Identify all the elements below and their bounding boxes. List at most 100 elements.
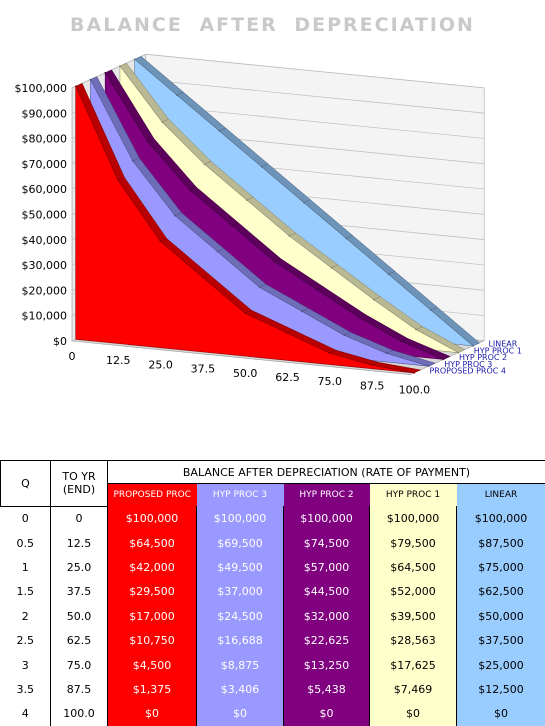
q-cell: 1 — [1, 555, 51, 579]
data-point — [388, 273, 390, 275]
data-point — [373, 299, 375, 301]
y-tick-label: $0 — [53, 335, 67, 348]
x-tick-label: 12.5 — [106, 354, 131, 367]
q-cell: 2.5 — [1, 628, 51, 652]
data-point — [217, 251, 219, 253]
data-point — [147, 141, 149, 143]
balance-cell: $5,438 — [284, 677, 370, 701]
data-point — [134, 59, 136, 61]
data-point — [218, 130, 220, 132]
balance-cell: $24,500 — [197, 604, 284, 628]
y-tick-label: $90,000 — [22, 107, 68, 120]
data-point — [117, 180, 119, 182]
data-point — [174, 215, 176, 217]
y-tick-label: $60,000 — [22, 183, 68, 196]
y-tick-label: $40,000 — [22, 234, 68, 247]
data-point — [274, 261, 276, 263]
balance-cell: $100,000 — [284, 506, 370, 531]
balance-cell: $37,500 — [457, 628, 545, 652]
y-tick-label: $100,000 — [15, 82, 68, 95]
y-tick-label: $50,000 — [22, 209, 68, 222]
data-point — [261, 166, 263, 168]
data-point — [358, 317, 360, 319]
balance-cell: $1,375 — [108, 677, 197, 701]
x-tick-label: 100.0 — [399, 384, 431, 397]
x-tick-label: 37.5 — [191, 363, 216, 376]
balance-cell: $28,563 — [370, 628, 457, 652]
balance-cell: $0 — [370, 702, 457, 726]
data-point — [159, 241, 161, 243]
balance-cell: $22,625 — [284, 628, 370, 652]
series-label: PROPOSED PROC 4 — [429, 367, 506, 376]
data-point — [303, 202, 305, 204]
year-cell: 50.0 — [51, 604, 108, 628]
series-column-header: HYP PROC 1 — [370, 484, 457, 507]
x-tick-label: 87.5 — [360, 379, 385, 392]
y-axis-tick-labels: $0$10,000$20,000$30,000$40,000$50,000$60… — [15, 82, 68, 348]
balance-cell: $10,750 — [108, 628, 197, 652]
balance-cell: $29,500 — [108, 580, 197, 604]
data-point — [415, 329, 417, 331]
balance-cell: $100,000 — [108, 506, 197, 531]
data-point — [132, 160, 134, 162]
balance-cell: $17,625 — [370, 653, 457, 677]
year-column-header: TO YR (END) — [51, 461, 108, 507]
data-point — [204, 163, 206, 165]
year-cell: 62.5 — [51, 628, 108, 652]
data-point — [316, 289, 318, 291]
data-point — [246, 199, 248, 201]
balance-cell: $64,500 — [108, 531, 197, 555]
year-cell: 75.0 — [51, 653, 108, 677]
data-point — [288, 235, 290, 237]
balance-cell: $42,000 — [108, 555, 197, 579]
depreciation-table: Q TO YR (END) BALANCE AFTER DEPRECIATION… — [0, 460, 545, 726]
data-point — [104, 72, 106, 74]
data-point — [161, 121, 163, 123]
x-tick-label: 75.0 — [318, 375, 343, 388]
x-tick-label: 25.0 — [148, 358, 173, 371]
balance-cell: $87,500 — [457, 531, 545, 555]
data-point — [286, 332, 288, 334]
data-point — [430, 309, 432, 311]
year-cell: 0 — [51, 506, 108, 531]
y-tick-label: $10,000 — [22, 310, 68, 323]
balance-cell: $0 — [197, 702, 284, 726]
year-cell: 12.5 — [51, 531, 108, 555]
data-point — [331, 267, 333, 269]
q-cell: 2 — [1, 604, 51, 628]
balance-cell: $8,875 — [197, 653, 284, 677]
data-point — [301, 311, 303, 313]
data-point — [371, 364, 373, 366]
balance-cell: $7,469 — [370, 677, 457, 701]
balance-cell: $100,000 — [197, 506, 284, 531]
data-point — [189, 189, 191, 191]
balance-cell: $16,688 — [197, 628, 284, 652]
x-tick-label: 62.5 — [275, 371, 300, 384]
balance-cell: $100,000 — [370, 506, 457, 531]
data-point — [75, 86, 77, 88]
data-point — [119, 65, 121, 67]
q-cell: 1.5 — [1, 580, 51, 604]
q-cell: 0 — [1, 506, 51, 531]
series-column-header: PROPOSED PROC — [108, 484, 197, 507]
balance-cell: $12,500 — [457, 677, 545, 701]
year-cell: 87.5 — [51, 677, 108, 701]
balance-cell: $32,000 — [284, 604, 370, 628]
balance-cell: $62,500 — [457, 580, 545, 604]
balance-cell: $75,000 — [457, 555, 545, 579]
data-point — [176, 94, 178, 96]
balance-cell: $52,000 — [370, 580, 457, 604]
balance-cell: $44,500 — [284, 580, 370, 604]
q-cell: 4 — [1, 702, 51, 726]
year-cell: 37.5 — [51, 580, 108, 604]
series-column-header: HYP PROC 3 — [197, 484, 284, 507]
data-point — [345, 238, 347, 240]
q-cell: 3.5 — [1, 677, 51, 701]
